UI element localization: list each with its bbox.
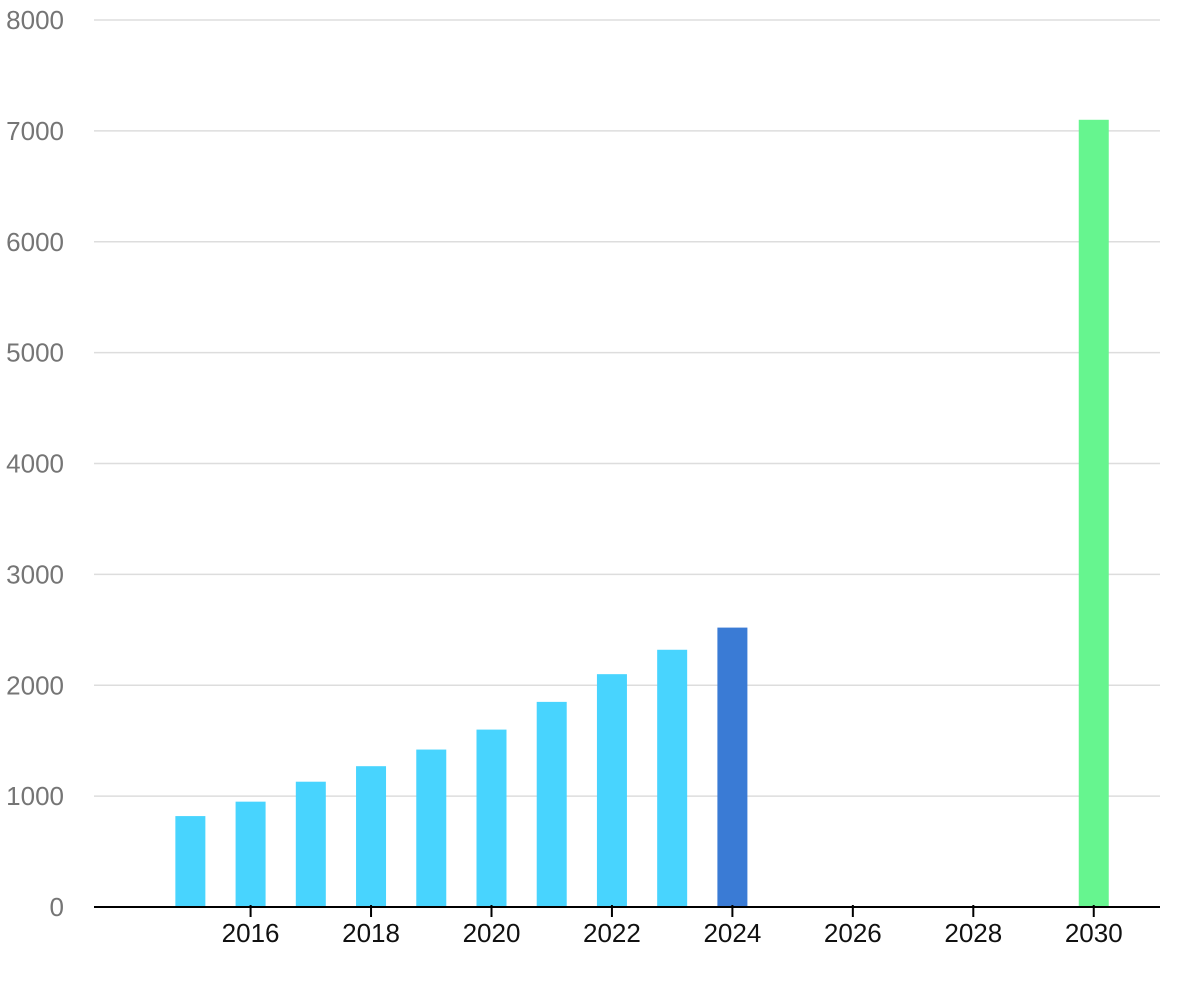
y-tick-label: 6000 [6, 227, 64, 257]
x-tick-label: 2024 [703, 918, 761, 948]
bar-2030 [1078, 119, 1109, 908]
bar-2018 [356, 766, 387, 907]
x-tick-label: 2030 [1065, 918, 1123, 948]
bar-2024 [717, 627, 748, 907]
y-tick-label: 4000 [6, 449, 64, 479]
x-tick-label: 2020 [463, 918, 521, 948]
y-tick-label: 7000 [6, 116, 64, 146]
x-tick-label: 2022 [583, 918, 641, 948]
x-axis-tick-labels: 2016 2018 2020 2022 2024 2026 2028 2030 [222, 918, 1123, 948]
gridlines [94, 19, 1160, 797]
y-tick-label: 2000 [6, 670, 64, 700]
bar-2015 [175, 816, 206, 907]
bar-2023 [657, 649, 688, 907]
bar-2016 [235, 801, 266, 907]
y-tick-label: 8000 [6, 5, 64, 35]
y-tick-label: 3000 [6, 559, 64, 589]
bar-2017 [295, 781, 326, 907]
x-tick-label: 2016 [222, 918, 280, 948]
y-tick-label: 5000 [6, 338, 64, 368]
bar-2020 [476, 729, 507, 907]
bar-2019 [416, 749, 447, 907]
y-tick-label: 1000 [6, 781, 64, 811]
bar-2022 [596, 674, 627, 907]
bars [175, 119, 1109, 908]
x-axis [94, 905, 1160, 917]
y-tick-label: 0 [50, 892, 64, 922]
x-tick-label: 2026 [824, 918, 882, 948]
x-tick-label: 2018 [342, 918, 400, 948]
x-tick-label: 2028 [944, 918, 1002, 948]
bar-2021 [536, 701, 567, 907]
y-axis-tick-labels: 0 1000 2000 3000 4000 5000 6000 7000 8000 [6, 5, 64, 922]
